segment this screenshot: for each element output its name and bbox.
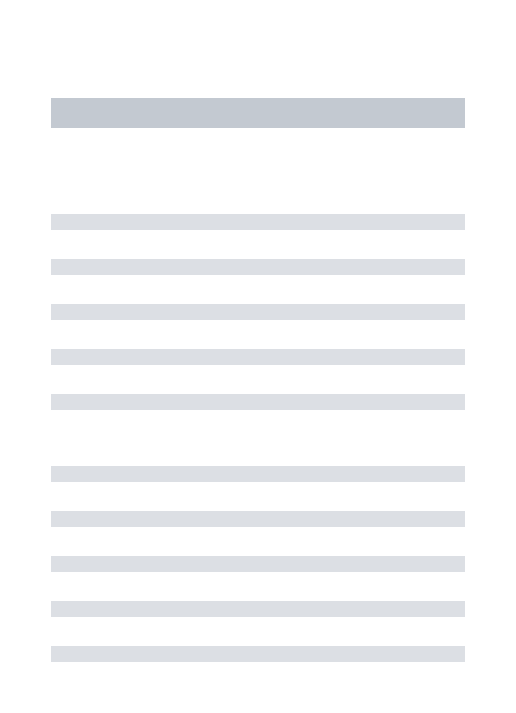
skeleton-line — [51, 511, 465, 527]
skeleton-title-bar — [51, 98, 465, 128]
skeleton-line — [51, 601, 465, 617]
skeleton-section — [51, 214, 465, 410]
skeleton-line — [51, 466, 465, 482]
skeleton-line — [51, 394, 465, 410]
skeleton-container — [0, 0, 516, 662]
skeleton-sections — [51, 214, 465, 662]
skeleton-line — [51, 259, 465, 275]
skeleton-line — [51, 304, 465, 320]
skeleton-line — [51, 646, 465, 662]
skeleton-section — [51, 466, 465, 662]
skeleton-line — [51, 556, 465, 572]
skeleton-line — [51, 214, 465, 230]
skeleton-line — [51, 349, 465, 365]
